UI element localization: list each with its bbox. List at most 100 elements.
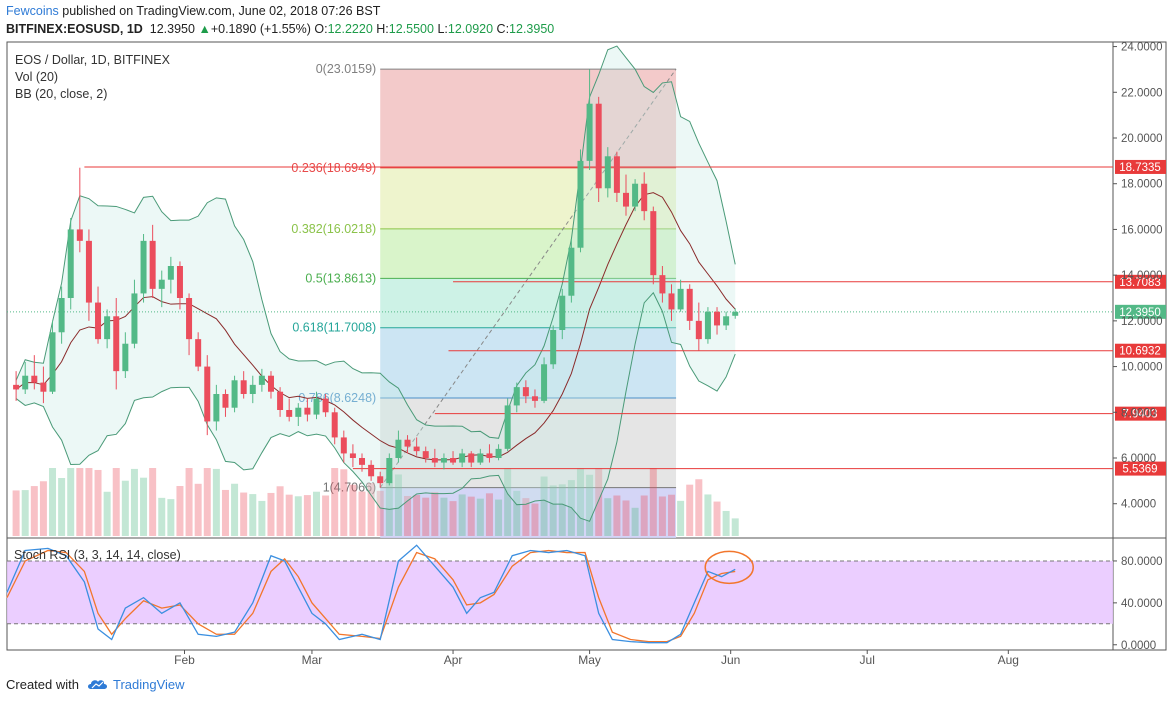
candle-body [659, 275, 666, 294]
candle-body [550, 330, 557, 365]
volume-bar [531, 503, 539, 536]
candle-body [613, 156, 620, 193]
price-label: 10.6932 [1119, 346, 1161, 358]
volume-bar [495, 499, 503, 536]
price-label: 13.7083 [1119, 277, 1161, 289]
volume-bar [404, 496, 412, 536]
candle-body [513, 387, 520, 406]
volume-bar [640, 495, 648, 536]
volume-bar [413, 494, 421, 536]
volume-bar [322, 495, 330, 536]
legend-volume: Vol (20) [15, 70, 58, 84]
legend-symbol: EOS / Dollar, 1D, BITFINEX [15, 53, 171, 67]
candle-body [386, 458, 393, 484]
price-tick-label: 16.0000 [1121, 224, 1163, 236]
price-label: 18.7335 [1119, 162, 1161, 174]
time-tick-label: Mar [302, 653, 323, 667]
author-link[interactable]: Fewcoins [6, 4, 59, 18]
volume-bar [586, 474, 594, 536]
volume-bar [631, 507, 639, 536]
volume-bar [513, 490, 521, 536]
candle-body [95, 302, 102, 340]
time-tick-label: Jul [860, 653, 875, 667]
volume-bar [394, 474, 402, 536]
volume-bar [294, 496, 302, 536]
volume-bar [194, 483, 202, 536]
open-value: 12.2220 [327, 22, 373, 36]
high-label: H: [376, 22, 389, 36]
volume-bar [540, 476, 548, 536]
candle-body [650, 211, 657, 276]
price-tick-label: 18.0000 [1121, 179, 1163, 191]
time-tick-label: Feb [174, 653, 195, 667]
candle-body [131, 293, 138, 344]
price-label: 7.9403 [1122, 409, 1157, 421]
candle-body [186, 298, 193, 340]
candle-body [504, 405, 511, 449]
candle-body [431, 458, 438, 463]
volume-bar [476, 498, 484, 536]
candle-body [67, 229, 74, 298]
rsi-tick-label: 40.0000 [1121, 598, 1163, 610]
candle-body [258, 375, 265, 385]
candle-body [577, 160, 584, 248]
candle-body [568, 247, 575, 296]
volume-bar [249, 494, 257, 536]
candle-body [113, 316, 120, 372]
volume-bar [285, 494, 293, 536]
volume-bar [85, 468, 93, 536]
volume-bar [704, 494, 712, 536]
volume-bar [349, 484, 357, 536]
candle-body [622, 192, 629, 207]
fib-zone [380, 228, 677, 279]
candle-body [249, 384, 256, 394]
volume-bar [212, 468, 220, 536]
created-with-label: Created with [6, 677, 79, 692]
low-value: 12.0920 [447, 22, 494, 36]
volume-bar [622, 500, 630, 536]
close-label: C: [496, 22, 510, 36]
volume-bar [203, 468, 211, 536]
candle-body [85, 240, 92, 303]
candle-body [31, 375, 38, 383]
tradingview-cloud-icon [87, 678, 109, 693]
candle-body [22, 375, 29, 390]
volume-bar [21, 490, 29, 536]
candle-body [231, 380, 238, 408]
candle-body [277, 391, 284, 410]
price-tick-label: 24.0000 [1121, 42, 1163, 54]
candle-body [340, 437, 347, 454]
bollinger-lower-line [15, 291, 736, 522]
price-label-box [1115, 159, 1166, 174]
fib-level-label: 0.382(16.0218) [291, 222, 376, 236]
tradingview-link[interactable]: TradingView [112, 677, 185, 692]
candle-body [313, 398, 320, 415]
price-tick-label: 20.0000 [1121, 133, 1163, 145]
price-label-box [1115, 274, 1166, 289]
volume-bar [167, 499, 175, 536]
candle-body [267, 375, 274, 392]
price-chart[interactable]: 0(23.0159) 0.236(18.6949) 0.382(16.0218) 0.… [0, 0, 1172, 670]
candle-body [632, 183, 639, 207]
price-label-box [1115, 343, 1166, 358]
volume-bar [303, 495, 311, 536]
volume-bar [686, 484, 694, 536]
candle-body [176, 266, 183, 298]
fib-level-label: 0.618(11.7008) [292, 321, 376, 335]
volume-bar [176, 486, 184, 536]
candle-body [359, 458, 366, 465]
fib-zone [380, 69, 677, 168]
candle-body [58, 298, 65, 333]
candle-body [213, 394, 220, 422]
fib-zone [380, 398, 677, 488]
candle-body [732, 311, 739, 316]
volume-bar [604, 498, 612, 536]
open-label: O: [314, 22, 328, 36]
candle-body [440, 458, 447, 463]
volume-bar [49, 468, 57, 536]
candle-body [641, 183, 648, 212]
candle-body [413, 446, 420, 452]
candle-body [140, 240, 147, 294]
candle-body [104, 316, 111, 340]
publish-header: Fewcoins published on TradingView.com, J… [6, 4, 380, 18]
